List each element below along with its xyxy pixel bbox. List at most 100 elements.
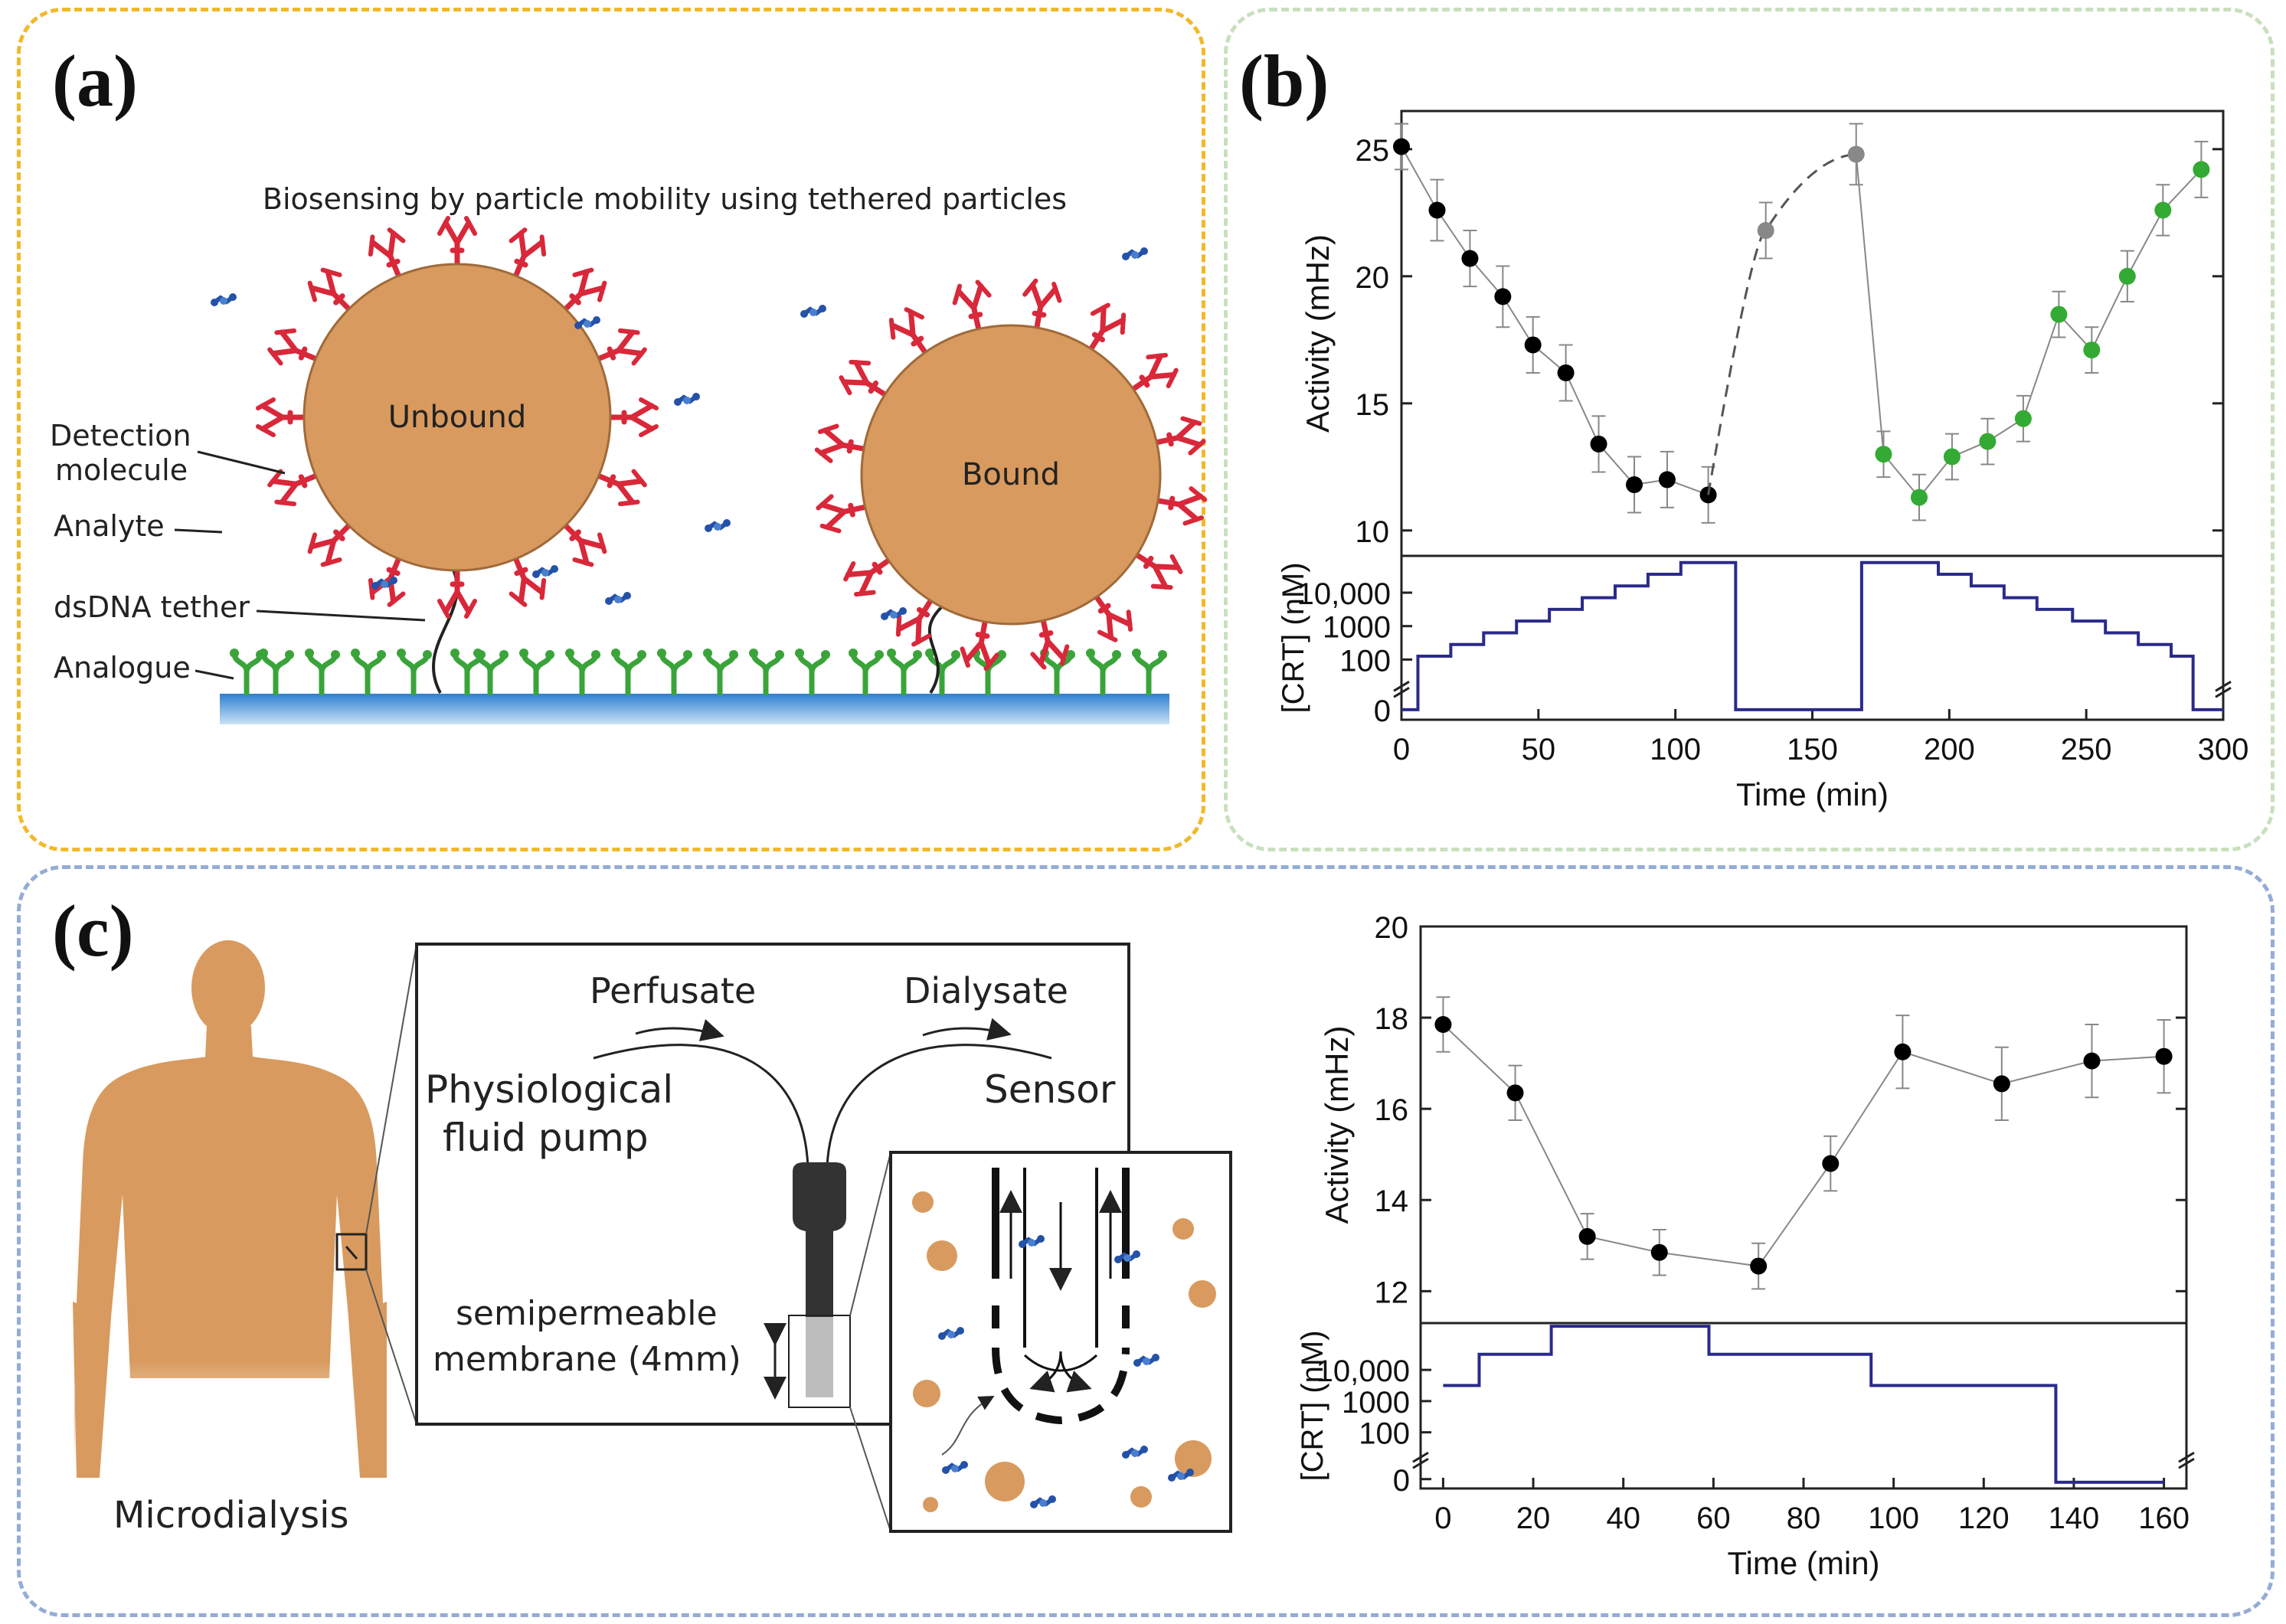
data-point xyxy=(1658,471,1676,489)
surface xyxy=(220,694,1169,724)
x-tick-label: 0 xyxy=(1434,1501,1451,1535)
data-point xyxy=(1434,1016,1452,1034)
label-molecule: molecule xyxy=(55,453,188,487)
data-point xyxy=(1847,145,1865,163)
x-tick-label: 40 xyxy=(1606,1501,1640,1535)
y-tick-label: 1000 xyxy=(1323,611,1391,645)
data-point xyxy=(2083,341,2101,359)
y-axis-label: [CRT] (nM) xyxy=(1277,562,1310,713)
unbound-particle xyxy=(303,263,612,572)
cell-particle xyxy=(1172,1218,1194,1240)
data-point xyxy=(1578,1227,1596,1245)
label-detection: Detection xyxy=(50,419,191,453)
pump-label-2: fluid pump xyxy=(443,1116,649,1160)
bound-particle xyxy=(860,324,1162,626)
pump-label-1: Physiological xyxy=(425,1067,673,1112)
data-point xyxy=(2118,267,2136,285)
data-point xyxy=(1461,250,1479,267)
connector-line xyxy=(1855,154,1885,455)
microdialysis-label: Microdialysis xyxy=(113,1494,349,1537)
x-tick-label: 120 xyxy=(1958,1501,2010,1535)
x-tick-label: 20 xyxy=(1516,1501,1551,1535)
pointer-line xyxy=(256,609,426,622)
panel-b-frame xyxy=(1224,8,2275,851)
x-axis-label: Time (min) xyxy=(1736,776,1889,812)
zoom-line xyxy=(365,1269,417,1425)
data-point xyxy=(2154,201,2172,219)
sensor-label: Sensor xyxy=(984,1067,1116,1112)
cell-particle xyxy=(1175,1440,1212,1477)
y-tick-label: 0 xyxy=(1374,694,1391,728)
x-tick-label: 200 xyxy=(1924,733,1975,766)
probe-membrane xyxy=(806,1317,833,1397)
cell-particle xyxy=(913,1380,940,1407)
y-tick-label: 25 xyxy=(1356,134,1390,168)
series-line xyxy=(1401,145,1709,496)
series-line xyxy=(1882,168,2203,499)
data-point xyxy=(2083,1052,2101,1070)
data-point xyxy=(1910,489,1928,506)
dialysate-arrow xyxy=(922,1018,1012,1041)
zoom-line xyxy=(849,1407,891,1532)
series-line xyxy=(1442,1024,2164,1267)
pointer-line xyxy=(197,450,286,475)
axis-break xyxy=(1393,681,1410,698)
y-axis-label: Activity (mHz) xyxy=(1300,234,1336,433)
x-tick-label: 100 xyxy=(1650,733,1701,766)
data-point xyxy=(2155,1047,2173,1065)
axis-break xyxy=(2215,681,2232,698)
dialysate-label: Dialysate xyxy=(904,970,1068,1011)
data-point xyxy=(1626,476,1643,494)
inset-particles xyxy=(912,1191,1216,1512)
data-point xyxy=(1524,336,1542,354)
bound-label: Bound xyxy=(962,457,1060,492)
panel-a-frame xyxy=(17,8,1205,851)
plot-frame xyxy=(1419,1322,2188,1490)
pointer-line xyxy=(174,528,223,534)
probe-mark xyxy=(345,1246,358,1260)
zoom-line xyxy=(849,1152,891,1316)
x-tick-label: 250 xyxy=(2061,733,2112,766)
data-point xyxy=(1590,435,1607,453)
y-axis-label: [CRT] (nM) xyxy=(1296,1330,1329,1481)
y-tick-label: 10 xyxy=(1356,515,1390,549)
membrane-box xyxy=(788,1315,851,1408)
data-point xyxy=(2050,306,2068,323)
data-point xyxy=(1494,288,1512,306)
x-tick-label: 60 xyxy=(1696,1501,1731,1535)
cell-particle xyxy=(927,1240,957,1271)
membrane-label-1: semipermeable xyxy=(456,1294,718,1333)
y-tick-label: 10,000 xyxy=(1316,1354,1410,1388)
x-tick-label: 300 xyxy=(2198,733,2249,766)
cell-particle xyxy=(1189,1280,1216,1308)
y-tick-label: 100 xyxy=(1359,1417,1410,1451)
cell-particle xyxy=(923,1497,938,1512)
y-tick-label: 12 xyxy=(1375,1276,1409,1309)
inset-contents xyxy=(941,1168,1130,1456)
cell-particle xyxy=(985,1462,1025,1501)
crt-step-line xyxy=(1443,1325,2164,1484)
panel-c-label: (c) xyxy=(52,890,134,972)
unbound-label: Unbound xyxy=(388,400,527,435)
axis-break xyxy=(2178,1451,2195,1469)
x-tick-label: 140 xyxy=(2049,1501,2100,1535)
inlet-tube xyxy=(593,1044,809,1168)
y-tick-label: 1000 xyxy=(1342,1386,1410,1420)
perfusate-label: Perfusate xyxy=(590,970,756,1011)
axis-break xyxy=(1412,1451,1429,1469)
y-tick-label: 15 xyxy=(1356,388,1390,422)
data-point xyxy=(2014,410,2032,427)
data-point xyxy=(1875,446,1892,463)
y-tick-label: 0 xyxy=(1393,1464,1410,1498)
data-point xyxy=(1750,1257,1768,1275)
outlet-tube xyxy=(826,1044,1052,1168)
data-point xyxy=(2193,161,2210,178)
x-tick-label: 50 xyxy=(1522,733,1556,766)
y-axis-label: Activity (mHz) xyxy=(1319,1026,1355,1224)
y-tick-label: 18 xyxy=(1375,1002,1409,1036)
x-tick-label: 0 xyxy=(1393,733,1410,766)
y-tick-label: 10,000 xyxy=(1297,577,1391,611)
